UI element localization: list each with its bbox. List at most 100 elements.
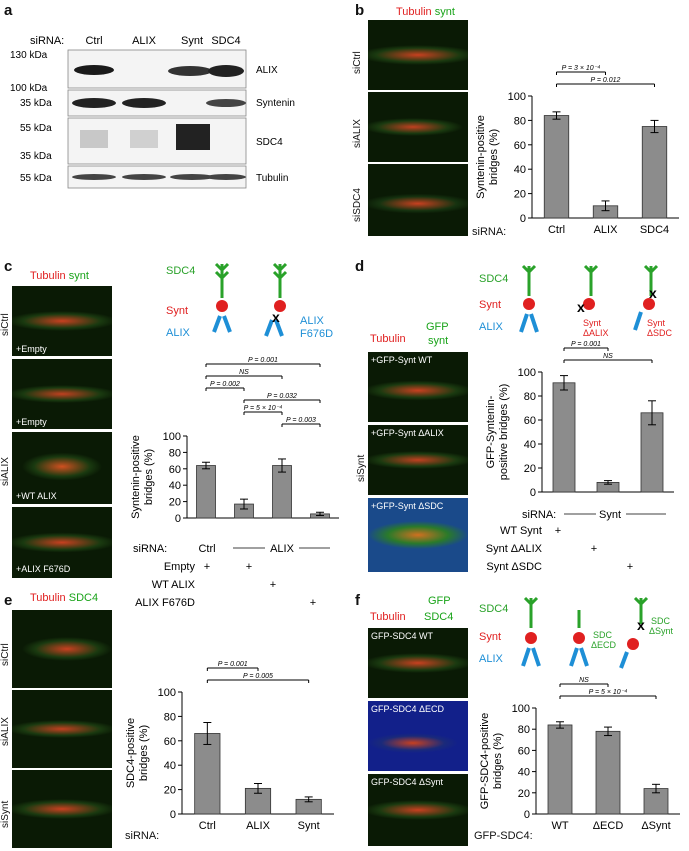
y-axis-label: SDC4-positive — [125, 718, 137, 788]
y-tick-label: 80 — [169, 447, 181, 459]
mutation-x-icon: x — [637, 617, 645, 633]
legend-tubulin: Tubulin — [396, 6, 432, 18]
y-tick-label: 20 — [518, 788, 530, 800]
marker-label: 55 kDa — [20, 173, 52, 184]
x-tick-label: WT — [551, 820, 568, 832]
micrograph — [368, 164, 468, 236]
syndecan-icon: x SDC ΔSynt — [619, 596, 674, 669]
blot-name: Syntenin — [256, 98, 295, 109]
y-tick-label: 100 — [508, 91, 526, 103]
chart-b: 0 20 40 60 80 100 Syntenin-positive bridges (%)… — [475, 65, 679, 236]
y-tick-label: 20 — [164, 785, 176, 797]
y-axis-label: Syntenin-positive — [130, 435, 142, 519]
y-axis-label: bridges (%) — [138, 725, 150, 781]
blot-sdc4: 55 kDa 35 kDa SDC4 — [20, 117, 283, 165]
sirna-group: Ctrl — [198, 543, 215, 555]
micrograph — [12, 610, 112, 688]
x-tick-label: Ctrl — [548, 224, 565, 236]
micrograph — [368, 701, 468, 771]
lane-label: ALIX — [132, 35, 157, 47]
y-tick-label: 0 — [170, 809, 176, 821]
sirna-group: ALIX — [270, 543, 295, 555]
y-tick-label: 40 — [524, 439, 536, 451]
image-label: +Empty — [16, 417, 47, 427]
y-tick-label: 80 — [514, 115, 526, 127]
sig-label: P = 5 × 10⁻⁴ — [589, 689, 628, 696]
legend-f: Tubulin GFP SDC4 — [370, 595, 453, 623]
y-tick-label: 100 — [158, 687, 176, 699]
schematic-label-alix: ALIX — [166, 327, 191, 339]
svg-text:SDC: SDC — [651, 616, 671, 626]
svg-text:ALIX: ALIX — [479, 321, 504, 333]
sig-label: P = 5 × 10⁻⁴ — [244, 405, 283, 412]
chart-e: 0 20 40 60 80 100 SDC4-positive bridges (%) Ctrl… — [125, 661, 334, 832]
sig-label: P = 0.001 — [218, 661, 248, 668]
marker-label: 55 kDa — [20, 123, 52, 134]
svg-text:Synt ΔSDC: Synt ΔSDC — [486, 561, 542, 573]
blot-tubulin: 55 kDa Tubulin — [20, 165, 288, 189]
svg-text:WT Synt: WT Synt — [500, 525, 542, 537]
y-axis-label: bridges (%) — [488, 129, 500, 185]
condition-table-d: siRNA: Synt WT Synt + Synt ΔALIX + Synt … — [486, 509, 666, 573]
y-tick-label: 0 — [524, 809, 530, 821]
blot-syntenin: 35 kDa Syntenin — [20, 89, 295, 117]
svg-text:GFP: GFP — [426, 321, 449, 333]
micrograph — [368, 774, 468, 846]
micrograph — [12, 507, 112, 578]
y-axis-label: bridges (%) — [143, 449, 155, 505]
svg-text:+: + — [555, 525, 561, 537]
mutation-x-icon: x — [649, 285, 657, 301]
image-label: +GFP-Synt WT — [371, 355, 433, 365]
svg-text:Synt: Synt — [647, 318, 666, 328]
bar — [194, 733, 221, 815]
image-label: siALIX — [352, 119, 363, 148]
micrograph-column-f: GFP-SDC4 WT GFP-SDC4 ΔECD GFP-SDC4 ΔSynt — [368, 628, 468, 846]
x-prefix-f: GFP-SDC4: — [474, 830, 533, 842]
micrograph — [12, 690, 112, 768]
syndecan-icon — [212, 262, 232, 333]
western-blot-panel: siRNA: Ctrl ALIX Synt SDC4 130 kDa 100 k… — [10, 35, 295, 189]
lane-label: Synt — [181, 35, 203, 47]
svg-text:Tubulin: Tubulin — [370, 611, 406, 623]
marker-label: 35 kDa — [20, 151, 52, 162]
svg-text:ΔALIX: ΔALIX — [583, 328, 609, 338]
syndecan-icon: SDC ΔECD — [569, 610, 617, 667]
svg-text:SDC4: SDC4 — [479, 603, 508, 615]
schematic-c: SDC4 Synt ALIX x ALIX F676D — [166, 262, 333, 340]
svg-text:+: + — [591, 543, 597, 555]
legend-synt: synt — [434, 6, 455, 18]
image-label: +WT ALIX — [16, 491, 57, 501]
y-axis-label: positive bridges (%) — [498, 384, 510, 481]
x-tick-label: Ctrl — [199, 820, 216, 832]
svg-text:ΔSynt: ΔSynt — [649, 626, 674, 636]
sig-label: P = 0.002 — [210, 381, 240, 388]
sig-label: NS — [603, 353, 613, 360]
blot-name: Tubulin — [256, 173, 288, 184]
y-tick-label: 0 — [175, 513, 181, 525]
schematic-label-synt: Synt — [166, 305, 188, 317]
sig-label: P = 0.012 — [591, 77, 621, 84]
micrograph — [368, 20, 468, 90]
micrograph — [368, 352, 468, 422]
side-label: siSynt — [356, 454, 367, 482]
legend-tubulin: Tubulin — [30, 270, 66, 282]
sig-label: P = 0.005 — [243, 673, 273, 680]
panel-a-letter: a — [4, 2, 13, 19]
x-tick-label: ΔSynt — [641, 820, 670, 832]
y-axis-label: bridges (%) — [492, 733, 504, 789]
syndecan-icon — [521, 596, 541, 667]
y-tick-label: 20 — [524, 463, 536, 475]
legend-b: Tubulin synt — [396, 6, 455, 18]
panel-c-letter: c — [4, 258, 13, 275]
sig-label: P = 3 × 10⁻⁴ — [562, 65, 601, 72]
bar — [552, 382, 576, 493]
y-axis-label: GFP-SDC4-positive — [479, 713, 491, 810]
legend-synt: synt — [68, 270, 89, 282]
marker-label: 130 kDa — [10, 50, 48, 61]
svg-text:SDC: SDC — [593, 630, 613, 640]
svg-text:SDC4: SDC4 — [479, 273, 508, 285]
svg-text:SDC4: SDC4 — [424, 611, 453, 623]
x-tick-label: SDC4 — [640, 224, 669, 236]
syndecan-icon: x Synt ΔALIX — [577, 264, 609, 338]
y-tick-label: 100 — [163, 431, 181, 443]
